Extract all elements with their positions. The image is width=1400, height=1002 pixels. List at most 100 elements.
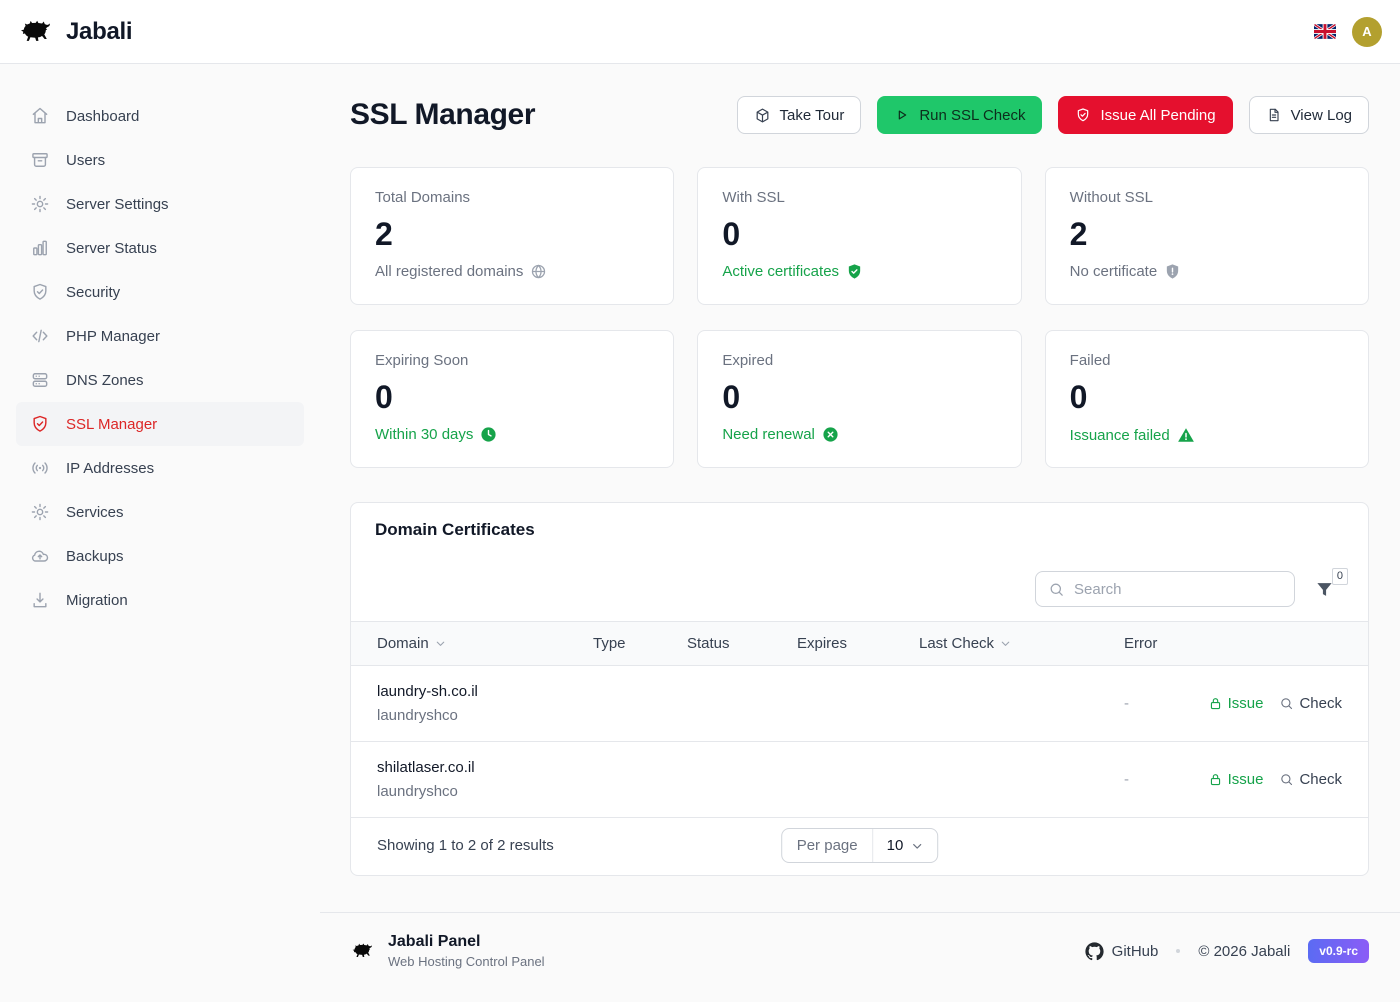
stat-value: 0 xyxy=(722,216,741,252)
stat-subtitle: Active certificates xyxy=(722,263,840,281)
column-header-type: Type xyxy=(593,635,626,652)
column-header-domain[interactable]: Domain xyxy=(377,635,593,652)
chevron-down-icon xyxy=(999,637,1012,650)
sidebar-item-label: Security xyxy=(66,283,121,301)
sidebar-item-ssl-manager[interactable]: SSL Manager xyxy=(16,402,304,446)
main-content: SSL Manager Take Tour Run SSL Check xyxy=(320,64,1400,876)
sidebar-item-server-status[interactable]: Server Status xyxy=(16,226,304,270)
check-action[interactable]: Check xyxy=(1279,695,1342,712)
table-row: laundry-sh.co.il laundryshco - Issue xyxy=(351,666,1368,742)
github-link[interactable]: GitHub xyxy=(1085,941,1158,961)
sidebar-item-dns-zones[interactable]: DNS Zones xyxy=(16,358,304,402)
view-log-label: View Log xyxy=(1290,106,1352,124)
stat-subtitle: Need renewal xyxy=(722,426,815,444)
top-bar: Jabali A xyxy=(0,0,1400,64)
error-cell: - xyxy=(1124,695,1129,712)
shield-check-icon xyxy=(30,414,50,434)
search-box[interactable] xyxy=(1035,571,1295,607)
per-page-label: Per page xyxy=(796,837,858,854)
domain-cell: laundry-sh.co.il laundryshco xyxy=(377,683,593,724)
play-icon xyxy=(894,107,910,123)
sidebar-item-label: Migration xyxy=(66,591,128,609)
github-icon xyxy=(1085,941,1104,961)
check-action[interactable]: Check xyxy=(1279,771,1342,788)
error-cell: - xyxy=(1124,771,1129,788)
stat-label: Expired xyxy=(722,352,774,369)
issue-action[interactable]: Issue xyxy=(1208,695,1263,712)
view-log-button[interactable]: View Log xyxy=(1248,96,1369,134)
gear-icon xyxy=(30,502,50,522)
column-header-expires: Expires xyxy=(797,635,848,652)
stat-value: 0 xyxy=(375,379,393,415)
footer-brand: Jabali Panel xyxy=(388,933,481,950)
clock-icon xyxy=(480,426,497,443)
stat-label: Failed xyxy=(1069,352,1111,369)
column-header-last-check[interactable]: Last Check xyxy=(919,635,1124,652)
sidebar-item-server-settings[interactable]: Server Settings xyxy=(16,182,304,226)
domain-certificates-panel: Domain Certificates 0 Domain xyxy=(350,502,1369,876)
stat-value: 0 xyxy=(1069,379,1088,415)
sidebar-item-security[interactable]: Security xyxy=(16,270,304,314)
sidebar-item-users[interactable]: Users xyxy=(16,138,304,182)
issue-action[interactable]: Issue xyxy=(1208,771,1263,788)
sidebar-item-label: Server Status xyxy=(66,239,157,257)
search-input[interactable] xyxy=(1074,580,1282,598)
issue-all-pending-button[interactable]: Issue All Pending xyxy=(1058,96,1233,134)
sidebar-item-label: Dashboard xyxy=(66,107,140,125)
stat-value: 2 xyxy=(375,216,393,252)
sidebar: Dashboard Users Server Settings Server S… xyxy=(0,64,320,622)
sidebar-item-php-manager[interactable]: PHP Manager xyxy=(16,314,304,358)
page-footer: Jabali Panel Web Hosting Control Panel G… xyxy=(320,912,1400,969)
run-ssl-check-label: Run SSL Check xyxy=(919,106,1026,124)
per-page-select[interactable]: Per page 10 xyxy=(780,828,939,863)
brand-logo[interactable]: Jabali xyxy=(14,17,133,47)
brand-name: Jabali xyxy=(66,17,133,45)
dot-separator xyxy=(1176,949,1181,953)
issue-all-pending-label: Issue All Pending xyxy=(1100,106,1216,124)
lock-icon xyxy=(1208,696,1223,711)
language-flag-icon[interactable] xyxy=(1314,24,1336,39)
gear-icon xyxy=(30,194,50,214)
results-summary: Showing 1 to 2 of 2 results xyxy=(377,837,554,854)
sidebar-item-dashboard[interactable]: Dashboard xyxy=(16,94,304,138)
shield-alert-badge-icon xyxy=(1164,263,1181,280)
sidebar-item-label: SSL Manager xyxy=(66,415,158,433)
chevron-down-icon xyxy=(910,839,924,853)
sidebar-item-ip-addresses[interactable]: IP Addresses xyxy=(16,446,304,490)
take-tour-button[interactable]: Take Tour xyxy=(736,96,862,134)
x-circle-icon xyxy=(822,426,839,443)
stat-subtitle: Within 30 days xyxy=(375,426,474,444)
sidebar-item-label: DNS Zones xyxy=(66,371,144,389)
domain-owner: laundryshco xyxy=(377,783,458,800)
stat-card-with-ssl: With SSL 0 Active certificates xyxy=(697,167,1022,305)
tour-cube-icon xyxy=(754,107,771,124)
cloud-upload-icon xyxy=(30,546,50,566)
boar-logo-icon xyxy=(14,17,56,47)
stat-card-expiring-soon: Expiring Soon 0 Within 30 days xyxy=(350,330,675,468)
user-avatar[interactable]: A xyxy=(1352,16,1382,47)
per-page-value: 10 xyxy=(886,837,904,854)
domain-name: laundry-sh.co.il xyxy=(377,683,478,700)
sidebar-item-label: IP Addresses xyxy=(66,459,155,477)
take-tour-label: Take Tour xyxy=(779,106,845,124)
stat-subtitle: Issuance failed xyxy=(1069,426,1170,444)
sidebar-item-label: Backups xyxy=(66,547,124,565)
stat-label: Total Domains xyxy=(375,189,471,206)
version-badge: v0.9-rc xyxy=(1308,939,1369,963)
sidebar-item-services[interactable]: Services xyxy=(16,490,304,534)
stat-label: Without SSL xyxy=(1069,189,1154,206)
sidebar-item-label: PHP Manager xyxy=(66,327,160,345)
sidebar-item-migration[interactable]: Migration xyxy=(16,578,304,622)
magnifier-icon xyxy=(1279,696,1294,711)
shield-check-badge-icon xyxy=(846,263,863,280)
lock-icon xyxy=(1208,772,1223,787)
globe-icon xyxy=(530,263,547,280)
filter-button[interactable]: 0 xyxy=(1315,567,1348,599)
copyright: © 2026 Jabali xyxy=(1198,942,1291,960)
stat-label: Expiring Soon xyxy=(375,352,469,369)
sidebar-item-backups[interactable]: Backups xyxy=(16,534,304,578)
code-icon xyxy=(30,326,50,346)
stats-grid: Total Domains 2 All registered domains W… xyxy=(350,167,1369,468)
stat-card-expired: Expired 0 Need renewal xyxy=(697,330,1022,468)
run-ssl-check-button[interactable]: Run SSL Check xyxy=(877,96,1043,134)
